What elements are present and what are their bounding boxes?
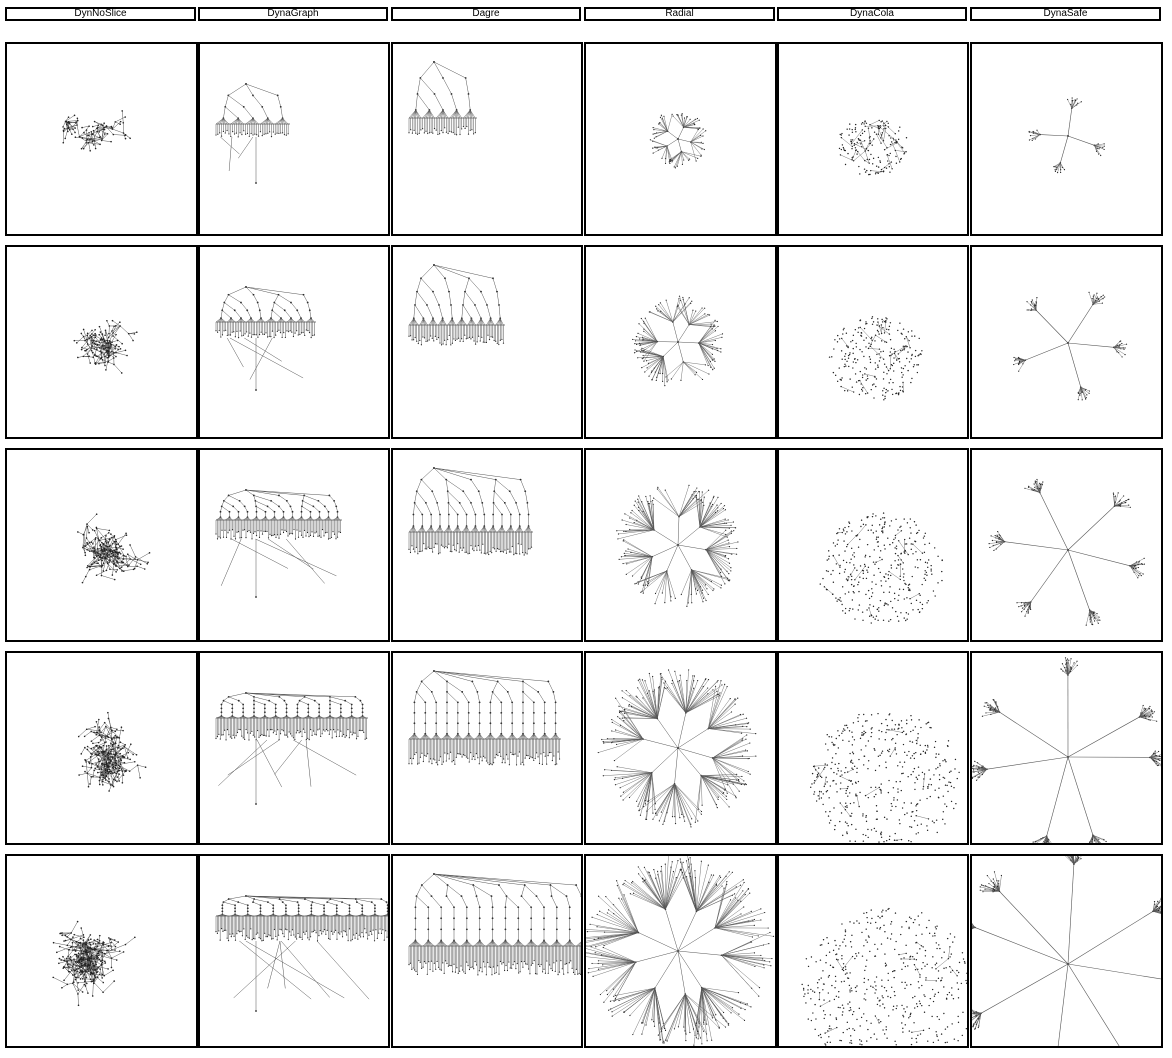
graph-drawing-dynasafe-timestep-4 (972, 657, 1161, 843)
column-header-dynnoslice: DynNoSlice (5, 7, 196, 21)
graph-drawing-dynasafe-timestep-1 (1028, 97, 1105, 174)
layout-cell-dynasafe-timestep-5 (970, 854, 1163, 1048)
graph-drawing-dynacola-timestep-4 (810, 712, 960, 843)
graph-drawing-dynagraph-timestep-4 (215, 692, 368, 805)
layout-cell-dynnoslice-timestep-3 (5, 448, 198, 642)
graph-drawing-dynagraph-timestep-5 (215, 895, 388, 1012)
graph-drawing-dynnoslice-timestep-1 (62, 110, 131, 152)
layout-cell-dynasafe-timestep-4 (970, 651, 1163, 845)
layout-cell-dynasafe-timestep-1 (970, 42, 1163, 236)
layout-cell-dynagraph-timestep-1 (198, 42, 390, 236)
layout-cell-dynasafe-timestep-2 (970, 245, 1163, 439)
graph-drawing-radial-timestep-4 (597, 669, 757, 828)
graph-drawing-dynagraph-timestep-1 (215, 83, 290, 184)
graph-drawing-dagre-timestep-5 (408, 873, 581, 976)
layout-cell-dagre-timestep-1 (391, 42, 583, 236)
layout-cell-dynacola-timestep-3 (777, 448, 969, 642)
column-header-dynasafe: DynaSafe (970, 7, 1161, 21)
layout-cell-dynagraph-timestep-4 (198, 651, 390, 845)
graph-drawing-dynacola-timestep-5 (801, 907, 967, 1046)
column-header-dagre: Dagre (391, 7, 581, 21)
layout-cell-radial-timestep-5 (584, 854, 777, 1048)
column-header-dynacola: DynaCola (777, 7, 967, 21)
graph-drawing-dynacola-timestep-3 (819, 512, 943, 624)
graph-drawing-radial-timestep-5 (586, 856, 775, 1046)
layout-cell-dynacola-timestep-5 (777, 854, 969, 1048)
graph-drawing-dynnoslice-timestep-2 (73, 319, 138, 374)
layout-cell-radial-timestep-1 (584, 42, 777, 236)
layout-cell-dagre-timestep-3 (391, 448, 583, 642)
column-header-dynagraph: DynaGraph (198, 7, 388, 21)
graph-drawing-radial-timestep-3 (616, 484, 739, 607)
layout-cell-dynasafe-timestep-3 (970, 448, 1163, 642)
layout-cell-dagre-timestep-2 (391, 245, 583, 439)
layout-cell-dynacola-timestep-1 (777, 42, 969, 236)
graph-drawing-dynasafe-timestep-3 (988, 478, 1145, 626)
graph-drawing-dynnoslice-timestep-4 (77, 711, 147, 792)
layout-cell-dynagraph-timestep-5 (198, 854, 390, 1048)
graph-drawing-dynnoslice-timestep-3 (77, 513, 151, 584)
layout-cell-dagre-timestep-4 (391, 651, 583, 845)
layout-cell-radial-timestep-4 (584, 651, 777, 845)
graph-drawing-dynnoslice-timestep-5 (52, 920, 136, 1007)
layout-cell-dagre-timestep-5 (391, 854, 583, 1048)
layout-cell-dynnoslice-timestep-4 (5, 651, 198, 845)
graph-drawing-dagre-timestep-1 (408, 61, 477, 136)
graph-drawing-dagre-timestep-3 (408, 467, 533, 556)
graph-drawing-dynasafe-timestep-5 (972, 856, 1161, 1046)
graph-drawing-dynacola-timestep-2 (828, 316, 923, 401)
graph-drawing-dynagraph-timestep-3 (215, 489, 342, 598)
layout-cell-dynnoslice-timestep-5 (5, 854, 198, 1048)
layout-cell-dynnoslice-timestep-1 (5, 42, 198, 236)
layout-cell-dynacola-timestep-2 (777, 245, 969, 439)
layout-cell-dynacola-timestep-4 (777, 651, 969, 845)
graph-drawing-dagre-timestep-2 (408, 264, 505, 346)
graph-drawing-dynasafe-timestep-2 (1013, 291, 1128, 401)
graph-drawing-radial-timestep-1 (649, 113, 707, 169)
column-header-radial: Radial (584, 7, 775, 21)
graph-drawing-dynacola-timestep-1 (838, 119, 908, 176)
layout-cell-dynagraph-timestep-3 (198, 448, 390, 642)
column-headers: DynNoSlice DynaGraph Dagre Radial DynaCola Dy… (0, 0, 1172, 30)
layout-cell-radial-timestep-2 (584, 245, 777, 439)
layout-cell-dynagraph-timestep-2 (198, 245, 390, 439)
layout-cell-radial-timestep-3 (584, 448, 777, 642)
graph-drawing-dynagraph-timestep-2 (215, 286, 316, 391)
graph-drawing-dagre-timestep-4 (408, 670, 561, 766)
layout-cell-dynnoslice-timestep-2 (5, 245, 198, 439)
graph-drawing-radial-timestep-2 (632, 295, 724, 387)
